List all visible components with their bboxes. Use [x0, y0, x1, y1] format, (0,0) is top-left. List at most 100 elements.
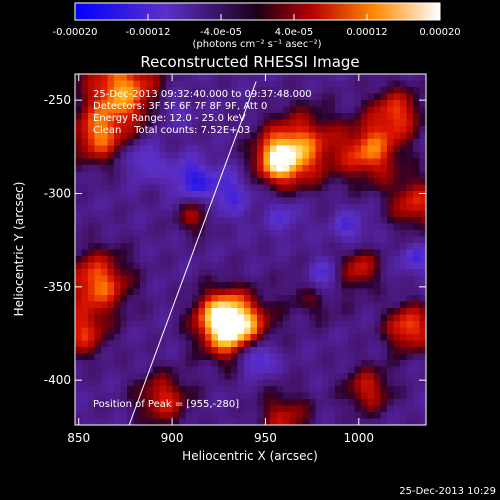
- heatmap-cell: [413, 308, 421, 316]
- heatmap-cell: [127, 301, 135, 309]
- heatmap-cell: [380, 178, 388, 186]
- heatmap-cell: [153, 119, 161, 127]
- heatmap-cell: [107, 191, 115, 199]
- heatmap-cell: [354, 249, 362, 257]
- heatmap-cell: [218, 230, 226, 238]
- heatmap-cell: [224, 145, 232, 153]
- heatmap-cell: [140, 87, 148, 95]
- heatmap-cell: [244, 262, 252, 270]
- heatmap-cell: [205, 288, 213, 296]
- heatmap-cell: [302, 314, 310, 322]
- heatmap-cell: [146, 223, 154, 231]
- heatmap-cell: [237, 418, 245, 425]
- heatmap-cell: [367, 191, 375, 199]
- heatmap-cell: [224, 295, 232, 303]
- heatmap-cell: [270, 412, 278, 420]
- heatmap-cell: [322, 80, 330, 88]
- heatmap-cell: [289, 392, 297, 400]
- heatmap-cell: [315, 269, 323, 277]
- heatmap-cell: [114, 321, 122, 329]
- heatmap-cell: [302, 217, 310, 225]
- heatmap-cell: [387, 321, 395, 329]
- heatmap-cell: [283, 340, 291, 348]
- heatmap-cell: [302, 139, 310, 147]
- heatmap-cell: [94, 119, 102, 127]
- heatmap-cell: [244, 106, 252, 114]
- heatmap-cell: [380, 412, 388, 420]
- heatmap-cell: [237, 197, 245, 205]
- heatmap-cell: [413, 158, 421, 166]
- heatmap-cell: [88, 119, 96, 127]
- heatmap-cell: [322, 223, 330, 231]
- heatmap-cell: [400, 171, 408, 179]
- heatmap-cell: [328, 301, 336, 309]
- heatmap-cell: [146, 360, 154, 368]
- heatmap-cell: [263, 217, 271, 225]
- heatmap-cell: [237, 80, 245, 88]
- heatmap-cell: [263, 236, 271, 244]
- heatmap-cell: [127, 74, 135, 82]
- heatmap-cell: [335, 386, 343, 394]
- heatmap-cell: [257, 295, 265, 303]
- heatmap-cell: [133, 113, 141, 121]
- heatmap-cell: [406, 366, 414, 374]
- heatmap-cell: [354, 171, 362, 179]
- heatmap-cell: [153, 165, 161, 173]
- heatmap-cell: [257, 392, 265, 400]
- heatmap-cell: [153, 197, 161, 205]
- heatmap-cell: [419, 262, 426, 270]
- heatmap-cell: [413, 386, 421, 394]
- heatmap-cell: [192, 126, 200, 134]
- heatmap-cell: [302, 412, 310, 420]
- heatmap-cell: [361, 158, 369, 166]
- heatmap-cell: [237, 399, 245, 407]
- heatmap-cell: [270, 158, 278, 166]
- heatmap-cell: [374, 262, 382, 270]
- heatmap-cell: [133, 106, 141, 114]
- heatmap-cell: [296, 373, 304, 381]
- heatmap-cell: [400, 210, 408, 218]
- heatmap-cell: [400, 262, 408, 270]
- heatmap-cell: [179, 210, 187, 218]
- heatmap-cell: [153, 74, 161, 82]
- heatmap-cell: [263, 412, 271, 420]
- heatmap-cell: [341, 412, 349, 420]
- heatmap-cell: [237, 412, 245, 420]
- heatmap-cell: [198, 262, 206, 270]
- heatmap-cell: [120, 288, 128, 296]
- heatmap-cell: [348, 236, 356, 244]
- heatmap-cell: [302, 282, 310, 290]
- heatmap-cell: [231, 275, 239, 283]
- heatmap-cell: [263, 106, 271, 114]
- heatmap-cell: [127, 308, 135, 316]
- heatmap-cell: [276, 204, 284, 212]
- heatmap-cell: [146, 399, 154, 407]
- heatmap-cell: [263, 373, 271, 381]
- heatmap-cell: [302, 275, 310, 283]
- heatmap-cell: [94, 399, 102, 407]
- heatmap-cell: [107, 269, 115, 277]
- heatmap-cell: [218, 327, 226, 335]
- heatmap-cell: [335, 132, 343, 140]
- heatmap-cell: [244, 210, 252, 218]
- heatmap-cell: [153, 100, 161, 108]
- heatmap-cell: [198, 392, 206, 400]
- heatmap-cell: [81, 418, 89, 425]
- heatmap-cell: [159, 106, 167, 114]
- heatmap-cell: [133, 412, 141, 420]
- heatmap-cell: [107, 80, 115, 88]
- heatmap-cell: [198, 275, 206, 283]
- heatmap-cell: [94, 275, 102, 283]
- heatmap-cell: [224, 184, 232, 192]
- heatmap-cell: [237, 87, 245, 95]
- heatmap-cell: [192, 282, 200, 290]
- heatmap-cell: [393, 126, 401, 134]
- heatmap-cell: [335, 366, 343, 374]
- heatmap-cell: [244, 126, 252, 134]
- heatmap-cell: [198, 308, 206, 316]
- heatmap-cell: [81, 210, 89, 218]
- heatmap-cell: [166, 87, 174, 95]
- heatmap-cell: [179, 126, 187, 134]
- heatmap-cell: [276, 366, 284, 374]
- heatmap-cell: [205, 347, 213, 355]
